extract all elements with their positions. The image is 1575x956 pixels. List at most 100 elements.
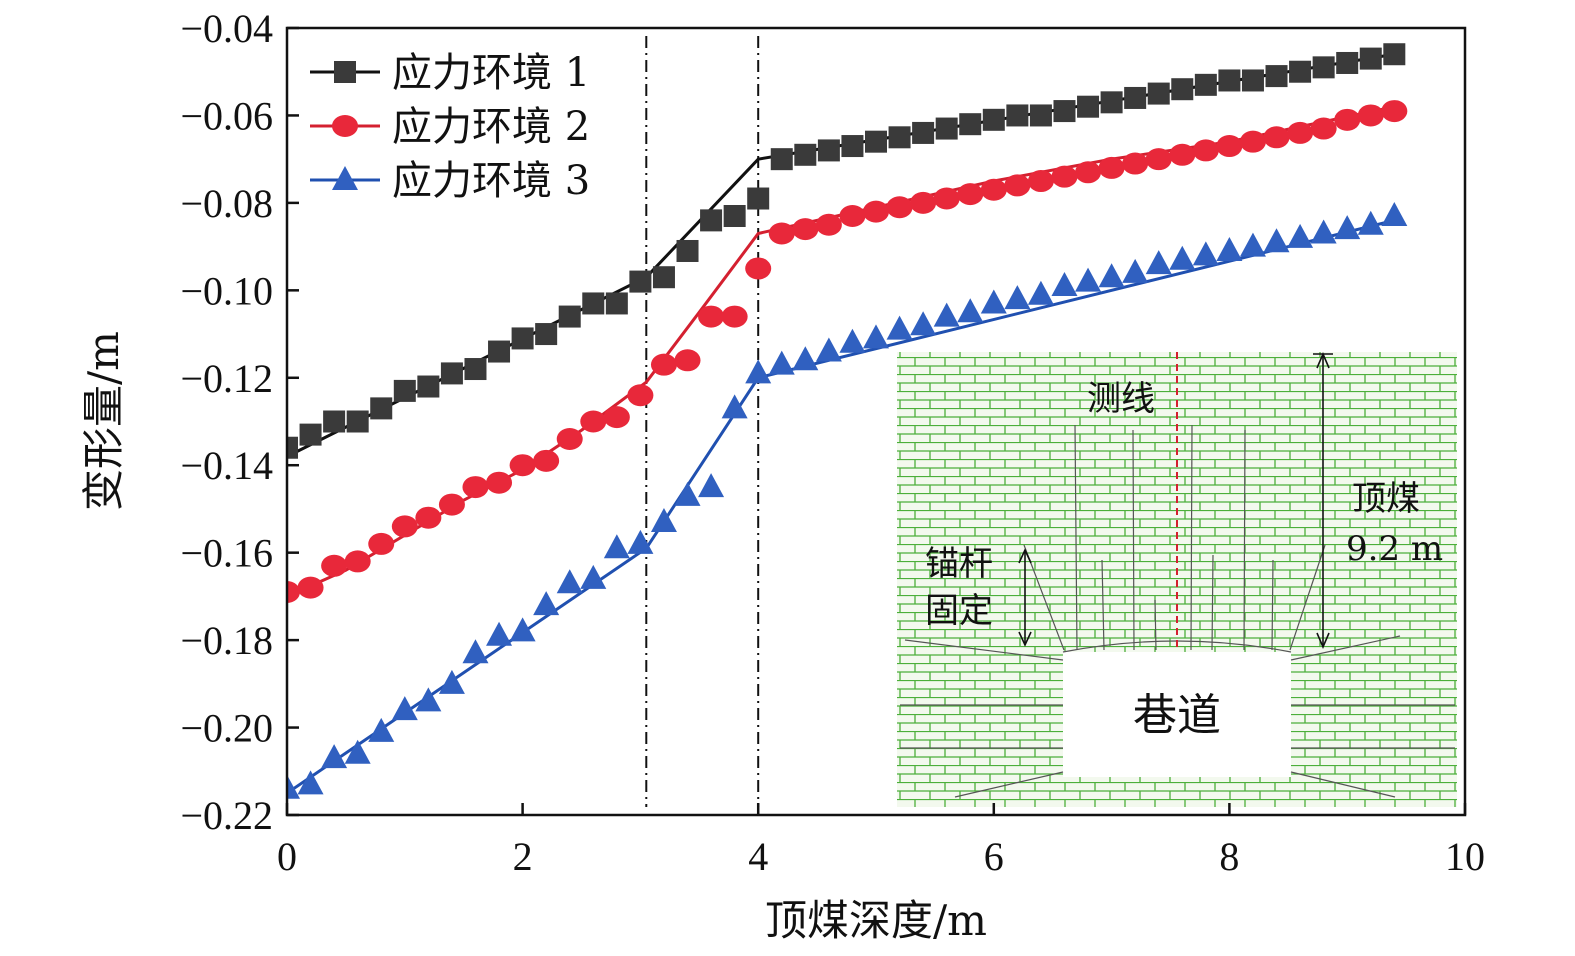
legend-label: 应力环境 1 — [392, 50, 590, 96]
data-point-circle — [1334, 108, 1361, 131]
data-point-triangle — [1287, 223, 1314, 248]
data-point-circle — [650, 353, 677, 376]
data-point-triangle — [462, 639, 489, 664]
data-point-circle — [1192, 139, 1219, 162]
data-point-triangle — [556, 569, 583, 594]
data-point-triangle — [1381, 202, 1408, 227]
x-tick-label: 8 — [1219, 834, 1239, 879]
inset-topcoal-label-2: 9.2 m — [1346, 529, 1443, 569]
data-point-triangle — [627, 529, 654, 554]
data-point-triangle — [980, 289, 1007, 314]
roadway-inset: 测线 巷道 锚杆 固定 顶煤 9.2 m — [897, 351, 1457, 807]
data-point-triangle — [1122, 258, 1149, 283]
data-point-triangle — [698, 473, 725, 498]
data-point-circle — [344, 550, 371, 573]
data-point-triangle — [321, 744, 348, 769]
y-tick-label: −0.10 — [180, 268, 273, 313]
data-point-circle — [627, 384, 654, 407]
data-point-triangle — [792, 346, 819, 371]
data-point-square — [299, 423, 322, 446]
data-point-circle — [1381, 100, 1408, 123]
data-point-triangle — [509, 617, 536, 642]
inset-survey-line-label: 测线 — [1087, 379, 1155, 419]
inset-bolt-label-2: 固定 — [925, 591, 993, 631]
data-point-circle — [1216, 135, 1243, 158]
series-layer — [287, 43, 1408, 799]
data-point-triangle — [863, 324, 889, 349]
data-point-triangle — [332, 166, 358, 190]
y-tick-label: −0.14 — [180, 443, 273, 488]
data-point-square — [464, 358, 487, 381]
data-point-square — [1147, 82, 1170, 105]
data-point-triangle — [933, 302, 960, 327]
data-point-square — [605, 292, 628, 315]
data-point-square — [676, 239, 699, 262]
data-point-square — [700, 209, 723, 232]
data-point-triangle — [1216, 236, 1243, 261]
data-point-triangle — [650, 508, 677, 533]
data-point-square — [1077, 95, 1100, 118]
data-point-circle — [768, 222, 795, 245]
data-point-triangle — [815, 337, 842, 362]
data-point-triangle — [603, 534, 630, 559]
data-point-square — [652, 266, 675, 289]
y-tick-label: −0.20 — [180, 706, 273, 751]
data-point-triangle — [486, 621, 513, 646]
data-point-circle — [509, 454, 536, 477]
data-point-square — [1194, 73, 1217, 96]
inset-roadway-opening — [1063, 652, 1291, 777]
data-point-circle — [1263, 126, 1290, 149]
inset-bolt-label-1: 锚杆 — [925, 544, 993, 584]
data-point-circle — [957, 183, 984, 206]
data-point-triangle — [287, 774, 300, 799]
data-point-square — [334, 61, 356, 83]
data-point-square — [959, 113, 982, 136]
x-tick-label: 6 — [984, 834, 1004, 879]
data-point-circle — [462, 476, 489, 499]
y-tick-label: −0.18 — [180, 618, 273, 663]
data-point-square — [287, 436, 298, 459]
legend-label: 应力环境 3 — [392, 158, 590, 204]
x-tick-label: 2 — [513, 834, 533, 879]
data-point-triangle — [910, 311, 937, 336]
data-point-triangle — [1051, 271, 1078, 296]
data-point-triangle — [886, 315, 913, 340]
data-point-circle — [1310, 117, 1337, 140]
data-point-triangle — [1334, 215, 1361, 240]
inset-topcoal-label-1: 顶煤 — [1352, 479, 1420, 519]
data-point-circle — [1027, 170, 1054, 193]
data-point-square — [1383, 43, 1406, 66]
x-tick-label: 0 — [277, 834, 297, 879]
y-tick-label: −0.06 — [180, 93, 273, 138]
data-point-circle — [1169, 143, 1196, 166]
plot-frame — [285, 26, 1467, 817]
x-tick-label: 4 — [748, 834, 768, 879]
data-point-triangle — [1145, 250, 1172, 275]
data-point-triangle — [768, 350, 795, 375]
data-point-circle — [438, 493, 465, 516]
data-point-circle — [332, 115, 358, 137]
data-point-square — [982, 108, 1005, 131]
data-point-square — [1053, 100, 1076, 123]
data-point-square — [1100, 91, 1123, 114]
data-point-circle — [674, 349, 701, 372]
legend: 应力环境 1 应力环境 2 应力环境 3 — [310, 50, 590, 204]
data-point-triangle — [1004, 285, 1031, 310]
data-point-square — [417, 375, 440, 398]
data-point-circle — [1122, 152, 1149, 175]
data-point-square — [1265, 65, 1288, 88]
data-point-triangle — [1169, 245, 1196, 270]
data-point-square — [841, 135, 864, 158]
data-point-circle — [1239, 130, 1266, 153]
data-point-square — [1336, 51, 1359, 74]
data-point-square — [1171, 78, 1194, 101]
data-point-circle — [580, 410, 607, 433]
data-point-square — [865, 130, 887, 153]
data-point-circle — [886, 196, 913, 219]
data-point-square — [629, 270, 652, 293]
data-point-triangle — [438, 669, 465, 694]
data-point-triangle — [297, 770, 324, 795]
data-point-triangle — [368, 717, 395, 742]
data-point-triangle — [674, 481, 701, 506]
data-point-circle — [533, 449, 560, 472]
